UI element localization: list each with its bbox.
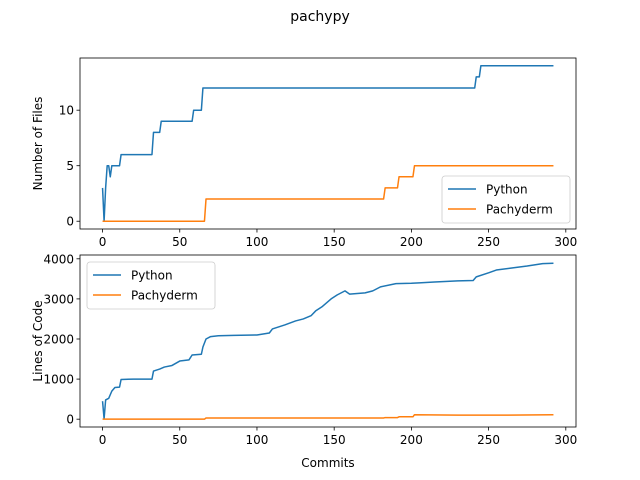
x-axis-label: Commits bbox=[301, 456, 354, 470]
x-tick-label: 250 bbox=[477, 235, 500, 249]
legend-label-python: Python bbox=[486, 183, 528, 197]
y-axis-label: Number of Files bbox=[31, 97, 45, 191]
y-tick-label: 3000 bbox=[43, 292, 74, 306]
legend-label-pachyderm: Pachyderm bbox=[486, 203, 553, 217]
x-tick-label: 100 bbox=[246, 433, 269, 447]
y-tick-label: 5 bbox=[66, 159, 74, 173]
y-tick-label: 2000 bbox=[43, 332, 74, 346]
y-axis-label: Lines of Code bbox=[31, 300, 45, 381]
series-line-pachyderm bbox=[102, 414, 554, 420]
y-tick-label: 10 bbox=[59, 104, 74, 118]
x-tick-label: 250 bbox=[477, 433, 500, 447]
y-tick-label: 0 bbox=[66, 215, 74, 229]
legend-label-python: Python bbox=[131, 269, 173, 283]
x-tick-label: 100 bbox=[246, 235, 269, 249]
x-tick-label: 300 bbox=[554, 235, 577, 249]
y-tick-label: 4000 bbox=[43, 252, 74, 266]
series-line-python bbox=[101, 262, 554, 420]
x-tick-label: 0 bbox=[99, 433, 107, 447]
x-tick-label: 50 bbox=[172, 235, 187, 249]
legend-box bbox=[86, 261, 216, 310]
x-tick-label: 150 bbox=[323, 433, 346, 447]
subplot-1: 0 50 100 150 200 250 300 0 5 10 Number of Files Pyt… bbox=[31, 57, 577, 249]
series-line-pachyderm bbox=[102, 164, 554, 222]
y-tick-label: 0 bbox=[66, 413, 74, 427]
legend: Python Pachyderm bbox=[441, 175, 571, 224]
axes-frame bbox=[79, 57, 577, 230]
axes-frame bbox=[79, 254, 577, 428]
x-tick-label: 200 bbox=[400, 433, 423, 447]
legend-box bbox=[441, 175, 571, 224]
subplot-2: 0 50 100 150 200 250 30001000200030004000Lines… bbox=[31, 252, 577, 470]
x-tick-label: 0 bbox=[99, 235, 107, 249]
legend: Python Pachyderm bbox=[86, 261, 216, 310]
figure-title: pachypy bbox=[290, 9, 350, 25]
x-tick-label: 150 bbox=[323, 235, 346, 249]
series-line-python bbox=[101, 65, 554, 222]
x-tick-label: 200 bbox=[400, 235, 423, 249]
legend-label-pachyderm: Pachyderm bbox=[131, 289, 198, 303]
x-tick-label: 50 bbox=[172, 433, 187, 447]
x-tick-label: 300 bbox=[554, 433, 577, 447]
y-tick-label: 1000 bbox=[43, 373, 74, 387]
